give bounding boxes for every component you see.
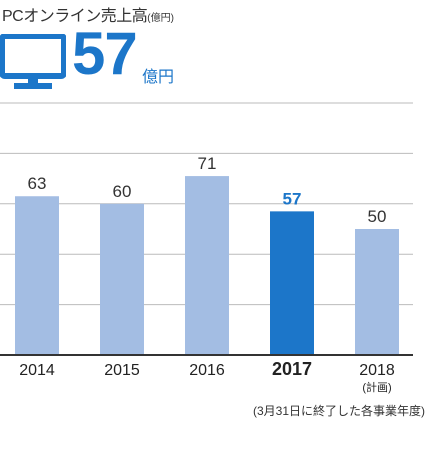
headline-unit: 億円 [142,69,175,86]
value-label-2016: 71 [198,154,217,173]
x-tick-label-2015: 2015 [104,362,140,379]
bar-chart: 63 2014 60 2015 71 2016 57 2017 50 2018(計画) [0,102,413,394]
value-label-2018: 50 [368,207,387,226]
x-tick-label-2016: 2016 [189,362,225,379]
chart-title-text: PCオンライン売上高 [2,8,148,25]
bar-2014 [15,196,59,355]
bar-2017 [270,211,314,355]
bar-2016 [185,176,229,355]
desktop-monitor-icon [0,34,66,89]
chart-title-unit: (億円) [147,13,174,24]
chart-title: PCオンライン売上高(億円) [2,2,174,26]
x-tick-note-2018: (計画) [362,380,391,394]
bar-2018 [355,229,399,355]
bar-2015 [100,203,144,355]
value-label-2017: 57 [283,189,302,208]
x-tick-label-2017: 2017 [272,359,312,379]
footnote: (3月31日に終了した各事業年度) [252,404,425,418]
x-tick-label-2014: 2014 [19,362,55,379]
x-tick-label-2018: 2018 [359,362,395,379]
headline-value: 57 [72,20,138,87]
value-label-2014: 63 [28,174,47,193]
value-label-2015: 60 [113,182,132,201]
